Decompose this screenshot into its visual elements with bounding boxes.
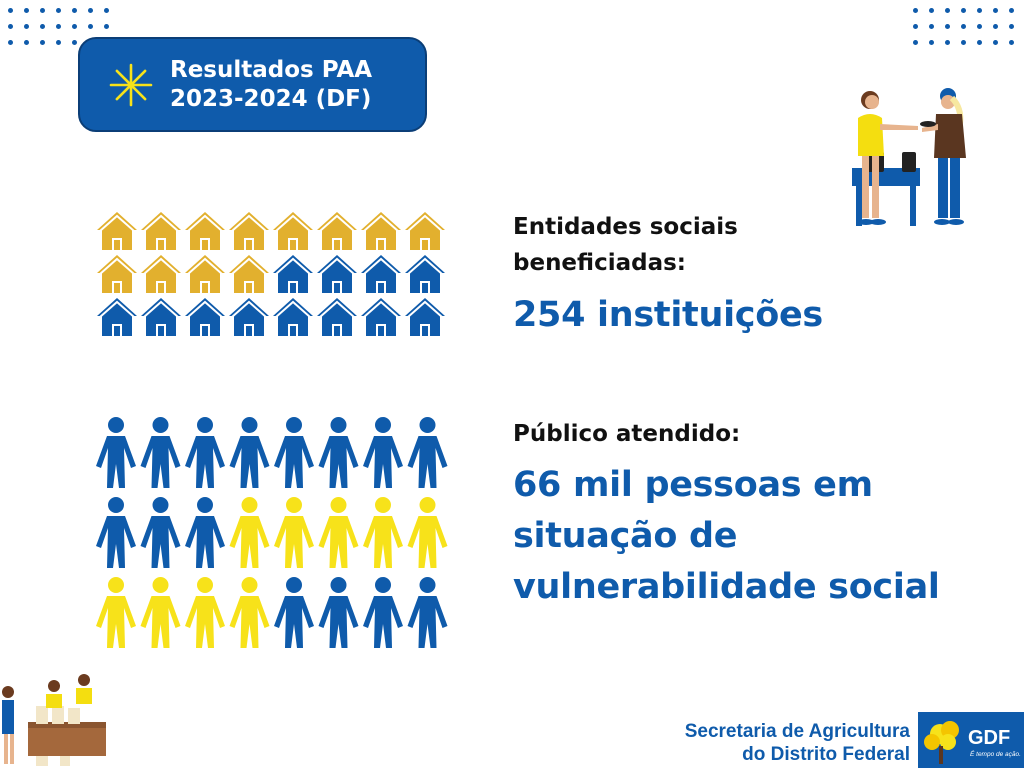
house-icon xyxy=(361,212,401,250)
house-icon xyxy=(141,212,181,250)
entities-label: Entidades sociais beneficiadas: xyxy=(513,209,738,281)
public-label: Público atendido: xyxy=(513,421,741,447)
person-icon xyxy=(274,577,314,648)
dot-pattern-top-left xyxy=(8,8,109,45)
house-icon xyxy=(97,298,137,336)
person-icon xyxy=(363,417,403,488)
person-icon xyxy=(96,577,136,648)
entities-label-line-2: beneficiadas: xyxy=(513,250,686,276)
person-icon xyxy=(274,417,314,488)
person-icon xyxy=(140,417,181,488)
house-icon xyxy=(229,212,269,250)
title-line-2: 2023-2024 (DF) xyxy=(170,85,372,112)
house-icon xyxy=(361,255,401,293)
entities-label-line-1: Entidades sociais xyxy=(513,214,738,240)
house-icon xyxy=(317,298,357,336)
house-icon xyxy=(229,255,269,293)
house-icon xyxy=(405,212,445,250)
person-icon xyxy=(318,417,359,488)
person-icon xyxy=(274,497,314,568)
person-icon xyxy=(140,577,181,648)
public-value: 66 mil pessoas em situação de vulnerabil… xyxy=(513,460,940,613)
footer-organization: Secretaria de Agricultura do Distrito Fe… xyxy=(685,720,910,766)
page-title: Resultados PAA 2023-2024 (DF) xyxy=(170,56,372,114)
footer-line-2: do Distrito Federal xyxy=(742,744,910,765)
person-icon xyxy=(407,577,448,648)
house-icon xyxy=(97,255,137,293)
person-icon xyxy=(185,577,225,648)
person-icon xyxy=(407,497,448,568)
person-icon xyxy=(229,417,270,488)
house-icon xyxy=(405,298,445,336)
house-icon xyxy=(185,298,225,336)
house-icon xyxy=(317,212,357,250)
house-icon xyxy=(273,255,313,293)
ipe-tree-icon xyxy=(924,721,959,764)
public-value-line-3: vulnerabilidade social xyxy=(513,567,940,607)
footer-line-1: Secretaria de Agricultura xyxy=(684,721,910,742)
person-icon xyxy=(185,497,225,568)
person-icon xyxy=(140,497,181,568)
title-banner: Resultados PAA 2023-2024 (DF) xyxy=(78,37,427,132)
person-icon xyxy=(363,577,403,648)
logo-wordmark: GDF xyxy=(968,727,1010,749)
person-icon xyxy=(229,497,270,568)
dot-pattern-top-right xyxy=(913,8,1014,45)
food-serving-illustration xyxy=(852,88,966,226)
person-icon xyxy=(318,577,359,648)
person-icon xyxy=(363,497,403,568)
person-icon xyxy=(185,417,225,488)
houses-pictogram xyxy=(97,212,445,336)
house-icon xyxy=(141,298,181,336)
person-icon xyxy=(96,497,136,568)
house-icon xyxy=(141,255,181,293)
house-icon xyxy=(185,212,225,250)
sparkle-icon xyxy=(109,63,153,106)
person-icon xyxy=(96,417,136,488)
person-icon xyxy=(229,577,270,648)
house-icon xyxy=(185,255,225,293)
gdf-logo: GDF É tempo de ação. xyxy=(918,712,1024,768)
house-icon xyxy=(405,255,445,293)
public-value-line-2: situação de xyxy=(513,516,738,556)
logo-slogan: É tempo de ação. xyxy=(970,749,1021,758)
house-icon xyxy=(97,212,137,250)
house-icon xyxy=(273,298,313,336)
house-icon xyxy=(229,298,269,336)
house-icon xyxy=(361,298,401,336)
person-icon xyxy=(318,497,359,568)
people-pictogram xyxy=(96,417,448,648)
house-icon xyxy=(273,212,313,250)
public-value-line-1: 66 mil pessoas em xyxy=(513,465,873,505)
house-icon xyxy=(317,255,357,293)
entities-value: 254 instituições xyxy=(513,295,823,335)
volunteers-illustration xyxy=(2,674,106,766)
person-icon xyxy=(407,417,448,488)
title-line-1: Resultados PAA xyxy=(170,56,373,83)
